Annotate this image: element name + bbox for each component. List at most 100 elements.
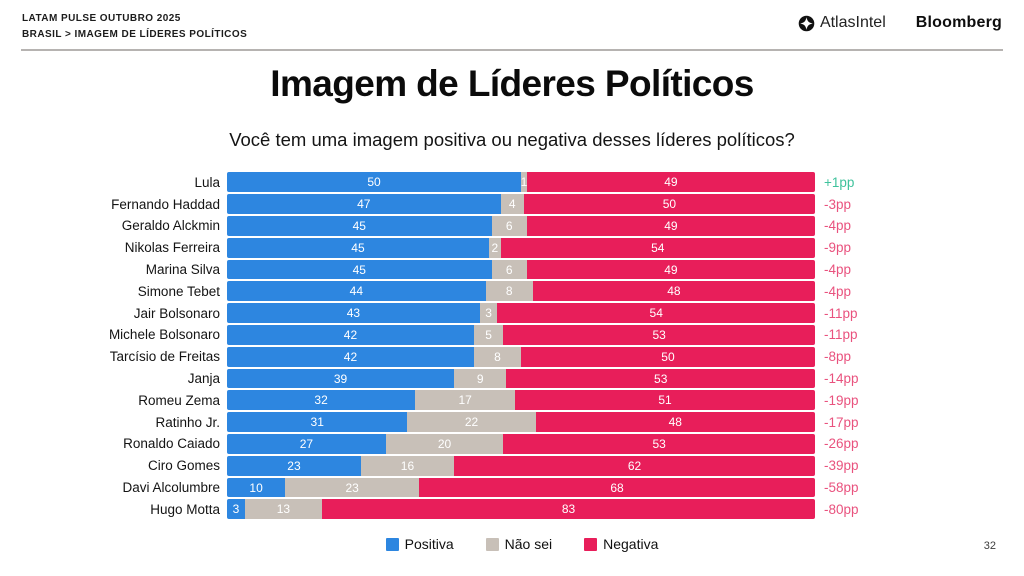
bar-segment-positiva: 10 [227, 477, 286, 498]
bar-segment-não-sei: 17 [415, 390, 516, 411]
bar-segment-não-sei: 6 [491, 216, 527, 236]
bar-value: 9 [476, 371, 484, 386]
atlasintel-wordmark: AtlasIntel [819, 14, 886, 31]
row-label: Ciro Gomes [147, 458, 220, 474]
chart-row: Davi Alcolumbre 10 23 68 -58pp [20, 477, 1024, 498]
bar-value: 23 [345, 480, 359, 495]
bar-value: 5 [485, 327, 492, 342]
bar-value: 10 [249, 480, 263, 495]
bar-segment-negativa: 51 [515, 390, 815, 411]
bar-value: 54 [651, 240, 665, 255]
stacked-bar: 42 8 50 [227, 346, 815, 367]
bar-value: 27 [299, 436, 314, 451]
bar-segment-não-sei: 23 [285, 477, 420, 498]
stacked-bar: 45 6 49 [227, 259, 815, 280]
chart-row: Hugo Motta 3 13 83 -80pp [20, 499, 1024, 520]
bar-segment-não-sei: 9 [454, 368, 507, 389]
bar-segment-positiva: 44 [227, 281, 486, 302]
stacked-bar: 45 6 49 [227, 216, 815, 236]
bar-segment-não-sei: 2 [488, 237, 501, 258]
bar-value: 48 [667, 284, 681, 299]
chart-row: Ratinho Jr. 31 22 48 -17pp [20, 412, 1024, 433]
bar-value: 50 [367, 175, 381, 190]
stacked-bar: 44 8 48 [227, 281, 815, 302]
change-label: -26pp [824, 436, 859, 452]
bar-segment-não-sei: 5 [473, 325, 504, 345]
stacked-bar: 32 17 51 [227, 390, 815, 411]
chart-row: Marina Silva 45 6 49 -4pp [20, 259, 1024, 280]
bar-value: 16 [400, 458, 415, 473]
stacked-bar: 50 1 49 [227, 172, 815, 193]
legend-swatch [584, 537, 598, 551]
legend-item: Positiva [385, 536, 454, 553]
bar-segment-negativa: 49 [526, 259, 815, 280]
stacked-bar: 27 20 53 [227, 434, 815, 454]
change-label: -80pp [824, 501, 859, 517]
kicker: LATAM PULSE OUTUBRO 2025 BRASIL > IMAGEM… [22, 11, 247, 42]
legend-label: Positiva [404, 536, 454, 553]
chart-row: Ronaldo Caiado 27 20 53 -26pp [20, 434, 1024, 454]
bar-segment-positiva: 42 [227, 346, 474, 367]
chart-legend: Positiva Não sei Negativa [20, 536, 1024, 552]
legend-label: Negativa [603, 536, 659, 553]
bar-value: 51 [658, 393, 672, 408]
bar-value: 4 [508, 197, 516, 212]
bar-segment-negativa: 54 [497, 303, 815, 324]
page-subtitle: Você tem uma imagem positiva ou negativa… [229, 129, 795, 151]
bar-segment-negativa: 62 [454, 455, 815, 476]
bar-value: 39 [333, 371, 348, 386]
bar-segment-positiva: 3 [227, 499, 245, 520]
bar-segment-negativa: 68 [419, 477, 815, 498]
row-label: Hugo Motta [150, 501, 220, 517]
stacked-bar: 3 13 83 [227, 499, 815, 520]
bar-value: 42 [343, 349, 358, 364]
bar-value: 32 [314, 393, 328, 408]
bar-value: 54 [649, 306, 663, 321]
bar-value: 48 [668, 415, 682, 430]
chart-row: Simone Tebet 44 8 48 -4pp [20, 281, 1024, 302]
atlasintel-logo: AtlasIntel [798, 14, 886, 32]
bar-segment-positiva: 47 [227, 194, 501, 215]
change-label: -39pp [824, 458, 859, 474]
change-label: -3pp [824, 196, 852, 212]
bar-value: 50 [662, 197, 677, 212]
bar-segment-não-sei: 4 [500, 194, 524, 215]
legend-item: Negativa [584, 536, 658, 552]
row-label: Davi Alcolumbre [122, 480, 220, 496]
bar-segment-negativa: 54 [500, 237, 815, 258]
change-label: -4pp [824, 283, 852, 299]
bar-value: 49 [664, 175, 678, 190]
bar-value: 31 [310, 415, 324, 430]
legend-label: Não sei [504, 536, 553, 553]
stacked-bar: 45 2 54 [227, 237, 815, 258]
bar-segment-não-sei: 8 [473, 346, 521, 367]
bar-segment-negativa: 49 [526, 216, 815, 236]
row-label: Fernando Haddad [111, 196, 220, 212]
change-label: -4pp [824, 218, 852, 234]
bar-value: 20 [437, 436, 452, 451]
bar-value: 50 [661, 349, 675, 364]
chart-row: Michele Bolsonaro 42 5 53 -11pp [20, 325, 1024, 345]
bar-segment-positiva: 42 [227, 325, 474, 345]
bar-segment-positiva: 45 [227, 259, 492, 280]
row-label: Michele Bolsonaro [108, 327, 220, 343]
bar-value: 8 [494, 349, 501, 364]
page-number: 32 [983, 540, 996, 552]
row-label: Romeu Zema [138, 392, 220, 408]
bar-value: 53 [654, 371, 668, 386]
bar-segment-negativa: 50 [523, 194, 815, 215]
bar-value: 42 [343, 327, 358, 342]
change-label: -4pp [824, 262, 852, 278]
bar-value: 43 [346, 306, 361, 321]
legend-item: Não sei [485, 536, 553, 553]
chart-row: Tarcísio de Freitas 42 8 50 -8pp [20, 346, 1024, 367]
bar-segment-não-sei: 1 [521, 172, 527, 193]
bar-value: 23 [287, 458, 301, 473]
bar-segment-não-sei: 6 [491, 259, 527, 280]
change-label: -11pp [824, 327, 858, 343]
logos: AtlasIntel Bloomberg [798, 11, 1002, 32]
bar-value: 6 [505, 262, 513, 277]
stacked-bar: 39 9 53 [227, 368, 815, 389]
bar-segment-positiva: 31 [227, 412, 408, 433]
change-label: +1pp [824, 174, 855, 190]
